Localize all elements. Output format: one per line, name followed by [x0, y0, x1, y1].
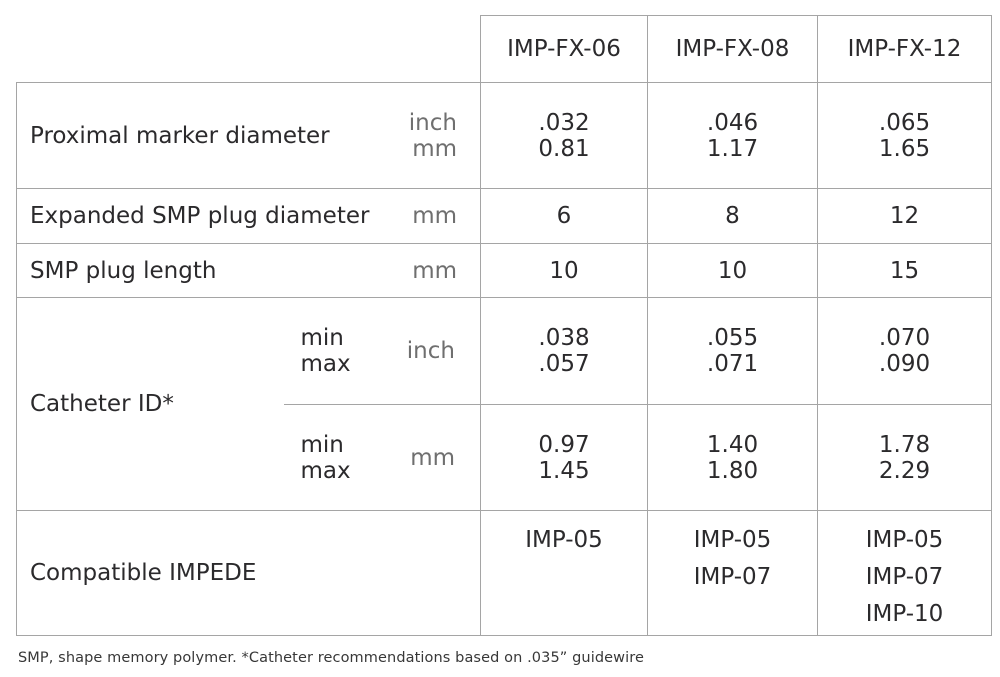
header-empty-cell [17, 16, 481, 83]
column-header-imp-fx-08: IMP-FX-08 [647, 15, 818, 83]
value: .046 [706, 109, 759, 136]
row-label-catheter-id: Catheter ID* [16, 297, 284, 511]
column-header-imp-fx-12: IMP-FX-12 [817, 15, 992, 83]
row-label-proximal: Proximal marker diameter [30, 122, 330, 149]
value-cell: 15 [817, 243, 992, 298]
row-expanded-smp-plug-diameter: Expanded SMP plug diameter mm 6 8 12 [16, 188, 992, 244]
row-proximal-marker-diameter: Proximal marker diameter inch mm .032 0.… [16, 82, 992, 189]
value: IMP-07 [693, 564, 772, 590]
value: 1.65 [878, 135, 931, 162]
unit-label-mm: mm [412, 203, 457, 229]
value: 1.17 [706, 135, 759, 162]
value: IMP-07 [865, 564, 944, 590]
row-label-impede: Compatible IMPEDE [30, 560, 257, 586]
value-cell: .046 1.17 [647, 82, 818, 189]
value: .065 [878, 109, 931, 136]
value: .070 [878, 325, 931, 351]
max-label: max [300, 457, 351, 484]
value-cell: IMP-05 [480, 510, 648, 636]
value-cell: 10 [480, 243, 648, 298]
row-catheter-id-inch: Catheter ID* min max inch .038 .057 [16, 297, 992, 511]
value: 8 [725, 203, 740, 229]
row-catheter-id-mm: min max mm 0.97 1.45 1.40 1.80 [17, 404, 992, 511]
value: 1.80 [706, 457, 759, 484]
value-cell: 1.78 2.29 [817, 404, 992, 511]
unit-label-mm: mm [410, 444, 455, 471]
value: IMP-05 [525, 527, 603, 553]
row-smp-plug-length: SMP plug length mm 10 10 15 [16, 243, 992, 298]
min-label: min [300, 325, 344, 351]
value: .090 [878, 351, 931, 377]
value: IMP-10 [865, 601, 944, 627]
value: 2.29 [878, 457, 931, 484]
footnote: SMP, shape memory polymer. *Catheter rec… [18, 650, 644, 666]
row-compatible-impede: Compatible IMPEDE IMP-05 IMP-05 IMP-07 I… [16, 510, 992, 636]
value-cell: IMP-05 IMP-07 [647, 510, 818, 636]
value: 1.40 [706, 431, 759, 458]
row-header-plug-length: SMP plug length mm [16, 243, 481, 298]
header-row: IMP-FX-06 IMP-FX-08 IMP-FX-12 [17, 15, 992, 83]
value-cell: 1.40 1.80 [647, 404, 818, 511]
row-header-impede: Compatible IMPEDE [16, 510, 481, 636]
value: 15 [889, 257, 920, 284]
value: .055 [706, 325, 759, 351]
value: IMP-05 [693, 527, 772, 553]
value-cell: 8 [647, 188, 818, 244]
value-cell: 12 [817, 188, 992, 244]
value-cell: .065 1.65 [817, 82, 992, 189]
unit-label-inch: inch [408, 109, 457, 136]
value-cell: IMP-05 IMP-07 IMP-10 [817, 510, 992, 636]
row-label-expanded: Expanded SMP plug diameter [30, 203, 370, 229]
value: .057 [538, 351, 590, 377]
value: 0.97 [538, 431, 590, 458]
value: .071 [706, 351, 759, 377]
value: 0.81 [538, 135, 590, 162]
value: 10 [717, 257, 748, 284]
value: 1.45 [538, 457, 590, 484]
value-cell: .070 .090 [817, 297, 992, 405]
value-cell: .055 .071 [647, 297, 818, 405]
catheter-mm-subheader: min max mm [283, 404, 481, 511]
row-header-proximal: Proximal marker diameter inch mm [16, 82, 481, 189]
spec-table: IMP-FX-06 IMP-FX-08 IMP-FX-12 Proximal m… [16, 15, 992, 636]
unit-label-inch: inch [406, 338, 455, 364]
value: 10 [549, 257, 579, 284]
min-label: min [300, 431, 344, 458]
minmax-stack: min max [301, 325, 351, 377]
value: 1.78 [878, 431, 931, 458]
value: 12 [889, 203, 920, 229]
row-label-catheter-id-text: Catheter ID* [30, 391, 174, 417]
value: .032 [538, 109, 590, 136]
value-cell: 10 [647, 243, 818, 298]
value-cell: 0.97 1.45 [480, 404, 648, 511]
value-cell: 6 [480, 188, 648, 244]
value-cell: .032 0.81 [480, 82, 648, 189]
unit-label-mm: mm [412, 135, 457, 162]
value: .038 [538, 325, 590, 351]
row-label-plug-length: SMP plug length [30, 257, 217, 284]
unit-stack: inch mm [409, 110, 457, 162]
catheter-inch-subheader: min max inch [283, 297, 481, 405]
max-label: max [300, 351, 351, 377]
value: IMP-05 [865, 527, 944, 553]
column-header-imp-fx-06: IMP-FX-06 [480, 15, 648, 83]
row-header-expanded: Expanded SMP plug diameter mm [16, 188, 481, 244]
value-cell: .038 .057 [480, 297, 648, 405]
minmax-stack: min max [301, 432, 351, 484]
unit-label-mm: mm [412, 257, 457, 284]
value: 6 [556, 203, 572, 229]
